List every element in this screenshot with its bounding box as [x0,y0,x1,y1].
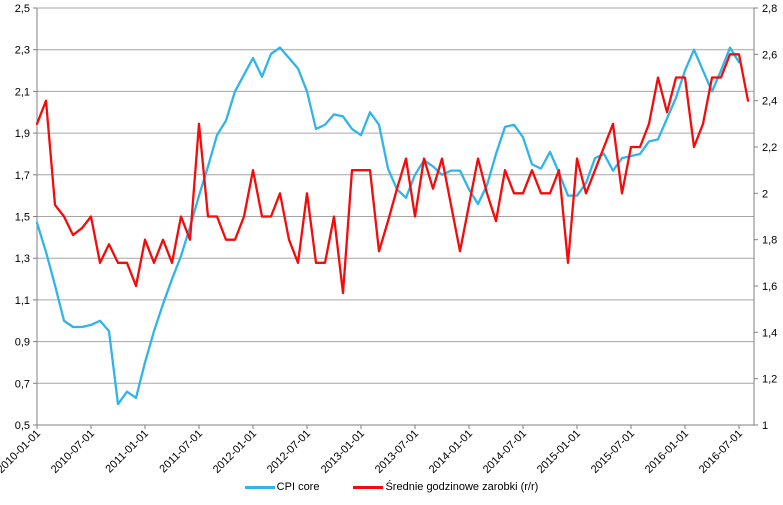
svg-text:1,4: 1,4 [762,327,777,339]
svg-text:2016-07-01: 2016-07-01 [697,428,745,476]
svg-text:0,9: 0,9 [15,337,30,349]
svg-text:2,1: 2,1 [15,86,30,98]
left-axis-labels: 2,5 2,3 2,1 1,9 1,7 1,5 1,3 1,1 0,9 0,7 0,5 [15,3,37,432]
svg-text:1,7: 1,7 [15,170,30,182]
x-axis-labels: 2010-01-01 2010-07-01 2011-01-01 2011-07-01… [0,425,745,476]
svg-text:1,3: 1,3 [15,253,30,265]
svg-text:2,3: 2,3 [15,45,30,57]
svg-text:0,5: 0,5 [15,420,30,432]
chart-legend: CPI core Średnie godzinowe zarobki (r/r) [0,481,783,493]
earnings-line-swatch-icon [353,485,384,489]
right-axis-labels: 2,8 2,6 2,4 2,2 2 1,8 1,6 1,4 1,2 1 [754,3,777,432]
legend-item-earnings: Średnie godzinowe zarobki (r/r) [353,481,538,493]
svg-text:1,2: 1,2 [762,374,777,386]
legend-label-cpi-core: CPI core [276,481,320,493]
svg-text:0,7: 0,7 [15,378,30,390]
svg-text:2: 2 [762,188,768,200]
svg-text:1,1: 1,1 [15,295,30,307]
svg-text:2013-01-01: 2013-01-01 [319,428,367,476]
svg-text:2011-01-01: 2011-01-01 [103,428,151,476]
svg-text:1: 1 [762,420,768,432]
legend-item-cpi-core: CPI core [244,481,320,493]
svg-text:2016-01-01: 2016-01-01 [643,428,691,476]
svg-text:2010-01-01: 2010-01-01 [0,428,43,476]
svg-text:2014-07-01: 2014-07-01 [481,428,529,476]
svg-text:2014-01-01: 2014-01-01 [427,428,475,476]
svg-text:1,8: 1,8 [762,235,777,247]
legend-label-earnings: Średnie godzinowe zarobki (r/r) [385,481,539,493]
series-line-cpi-core [35,46,741,406]
svg-text:2,6: 2,6 [762,49,777,61]
axes-group [33,8,755,426]
svg-text:1,6: 1,6 [762,281,777,293]
series-line-earnings [35,53,750,295]
svg-text:2015-07-01: 2015-07-01 [589,428,637,476]
svg-text:2013-07-01: 2013-07-01 [373,428,421,476]
svg-text:2,2: 2,2 [762,142,777,154]
svg-text:2012-07-01: 2012-07-01 [265,428,313,476]
svg-text:2,4: 2,4 [762,96,777,108]
cpi-core-line-swatch-icon [244,485,275,489]
svg-text:2,5: 2,5 [15,3,30,15]
svg-text:1,5: 1,5 [15,212,30,224]
svg-text:2,8: 2,8 [762,3,777,15]
svg-text:2010-07-01: 2010-07-01 [49,428,97,476]
svg-text:2011-07-01: 2011-07-01 [157,428,205,476]
svg-text:2012-01-01: 2012-01-01 [211,428,259,476]
svg-text:1,9: 1,9 [15,128,30,140]
svg-text:2015-01-01: 2015-01-01 [535,428,583,476]
